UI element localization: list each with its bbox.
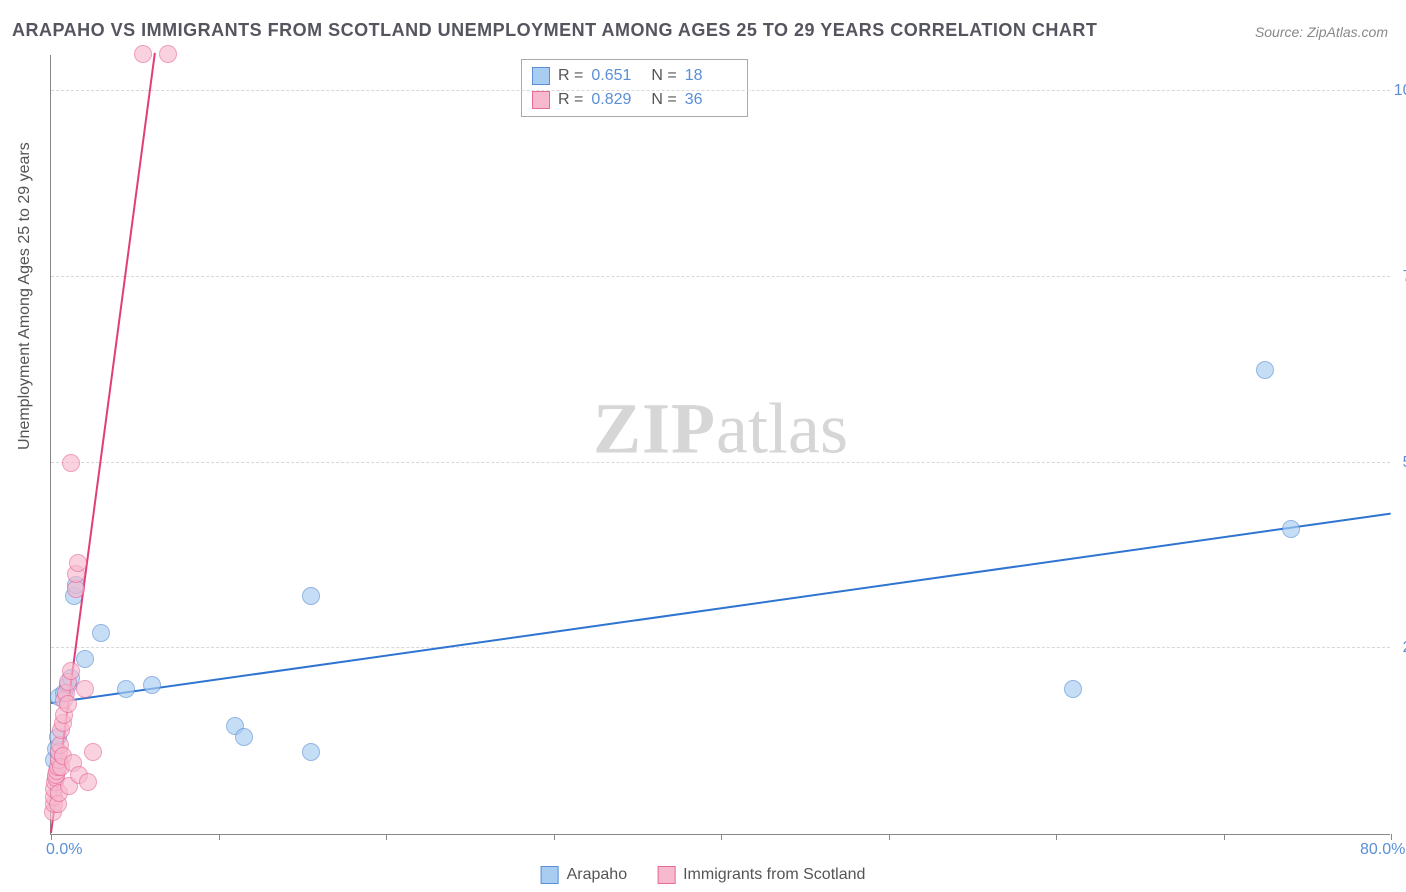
data-point (76, 680, 94, 698)
legend-swatch (532, 91, 550, 109)
data-point (1064, 680, 1082, 698)
legend-swatch (532, 67, 550, 85)
data-point (79, 773, 97, 791)
plot-area: ZIPatlas R =0.651N =18R =0.829N =36 25.0… (50, 55, 1390, 835)
bottom-legend: Arapaho Immigrants from Scotland (541, 866, 866, 884)
gridline-h (51, 90, 1390, 91)
gridline-h (51, 647, 1390, 648)
data-point (1282, 520, 1300, 538)
stat-r-label: R = (558, 67, 583, 85)
x-tick (721, 834, 722, 840)
y-axis-title: Unemployment Among Ages 25 to 29 years (16, 142, 34, 450)
gridline-h (51, 462, 1390, 463)
watermark-bold: ZIP (593, 388, 716, 468)
stats-legend: R = 0.651 N = 18 R = 0.829 N = 36 (521, 59, 748, 117)
data-point (59, 695, 77, 713)
y-tick-label: 75.0% (1403, 268, 1406, 286)
data-point (134, 45, 152, 63)
x-tick (51, 834, 52, 840)
stat-r-value: 0.829 (591, 91, 643, 109)
stat-n-value: 36 (685, 91, 737, 109)
data-point (143, 676, 161, 694)
source-label: Source: ZipAtlas.com (1255, 24, 1388, 40)
legend-label: Arapaho (567, 866, 628, 884)
data-point (84, 743, 102, 761)
data-point (1256, 361, 1274, 379)
data-point (159, 45, 177, 63)
legend-swatch (657, 866, 675, 884)
stat-r-label: R = (558, 91, 583, 109)
x-tick (889, 834, 890, 840)
x-tick (1056, 834, 1057, 840)
data-point (62, 662, 80, 680)
stat-n-label: N = (651, 91, 676, 109)
data-point (69, 554, 87, 572)
trendline (51, 513, 1391, 704)
data-point (92, 624, 110, 642)
x-tick (219, 834, 220, 840)
legend-swatch (541, 866, 559, 884)
watermark-light: atlas (716, 388, 848, 468)
watermark: ZIPatlas (593, 387, 848, 470)
legend-label: Immigrants from Scotland (683, 866, 865, 884)
stats-row: R = 0.651 N = 18 (532, 64, 737, 88)
chart-title: ARAPAHO VS IMMIGRANTS FROM SCOTLAND UNEM… (12, 20, 1097, 41)
y-tick-label: 25.0% (1403, 639, 1406, 657)
x-tick (1224, 834, 1225, 840)
data-point (302, 587, 320, 605)
x-tick-label: 80.0% (1360, 841, 1405, 859)
stats-row: R = 0.829 N = 36 (532, 88, 737, 112)
legend-item: Immigrants from Scotland (657, 866, 865, 884)
x-tick (1391, 834, 1392, 840)
data-point (117, 680, 135, 698)
stat-n-label: N = (651, 67, 676, 85)
stat-n-value: 18 (685, 67, 737, 85)
legend-item: Arapaho (541, 866, 628, 884)
data-point (302, 743, 320, 761)
x-tick (554, 834, 555, 840)
gridline-h (51, 276, 1390, 277)
y-tick-label: 50.0% (1403, 454, 1406, 472)
data-point (62, 454, 80, 472)
x-tick (386, 834, 387, 840)
x-tick-label: 0.0% (46, 841, 82, 859)
data-point (235, 728, 253, 746)
stat-r-value: 0.651 (591, 67, 643, 85)
y-tick-label: 100.0% (1394, 82, 1406, 100)
